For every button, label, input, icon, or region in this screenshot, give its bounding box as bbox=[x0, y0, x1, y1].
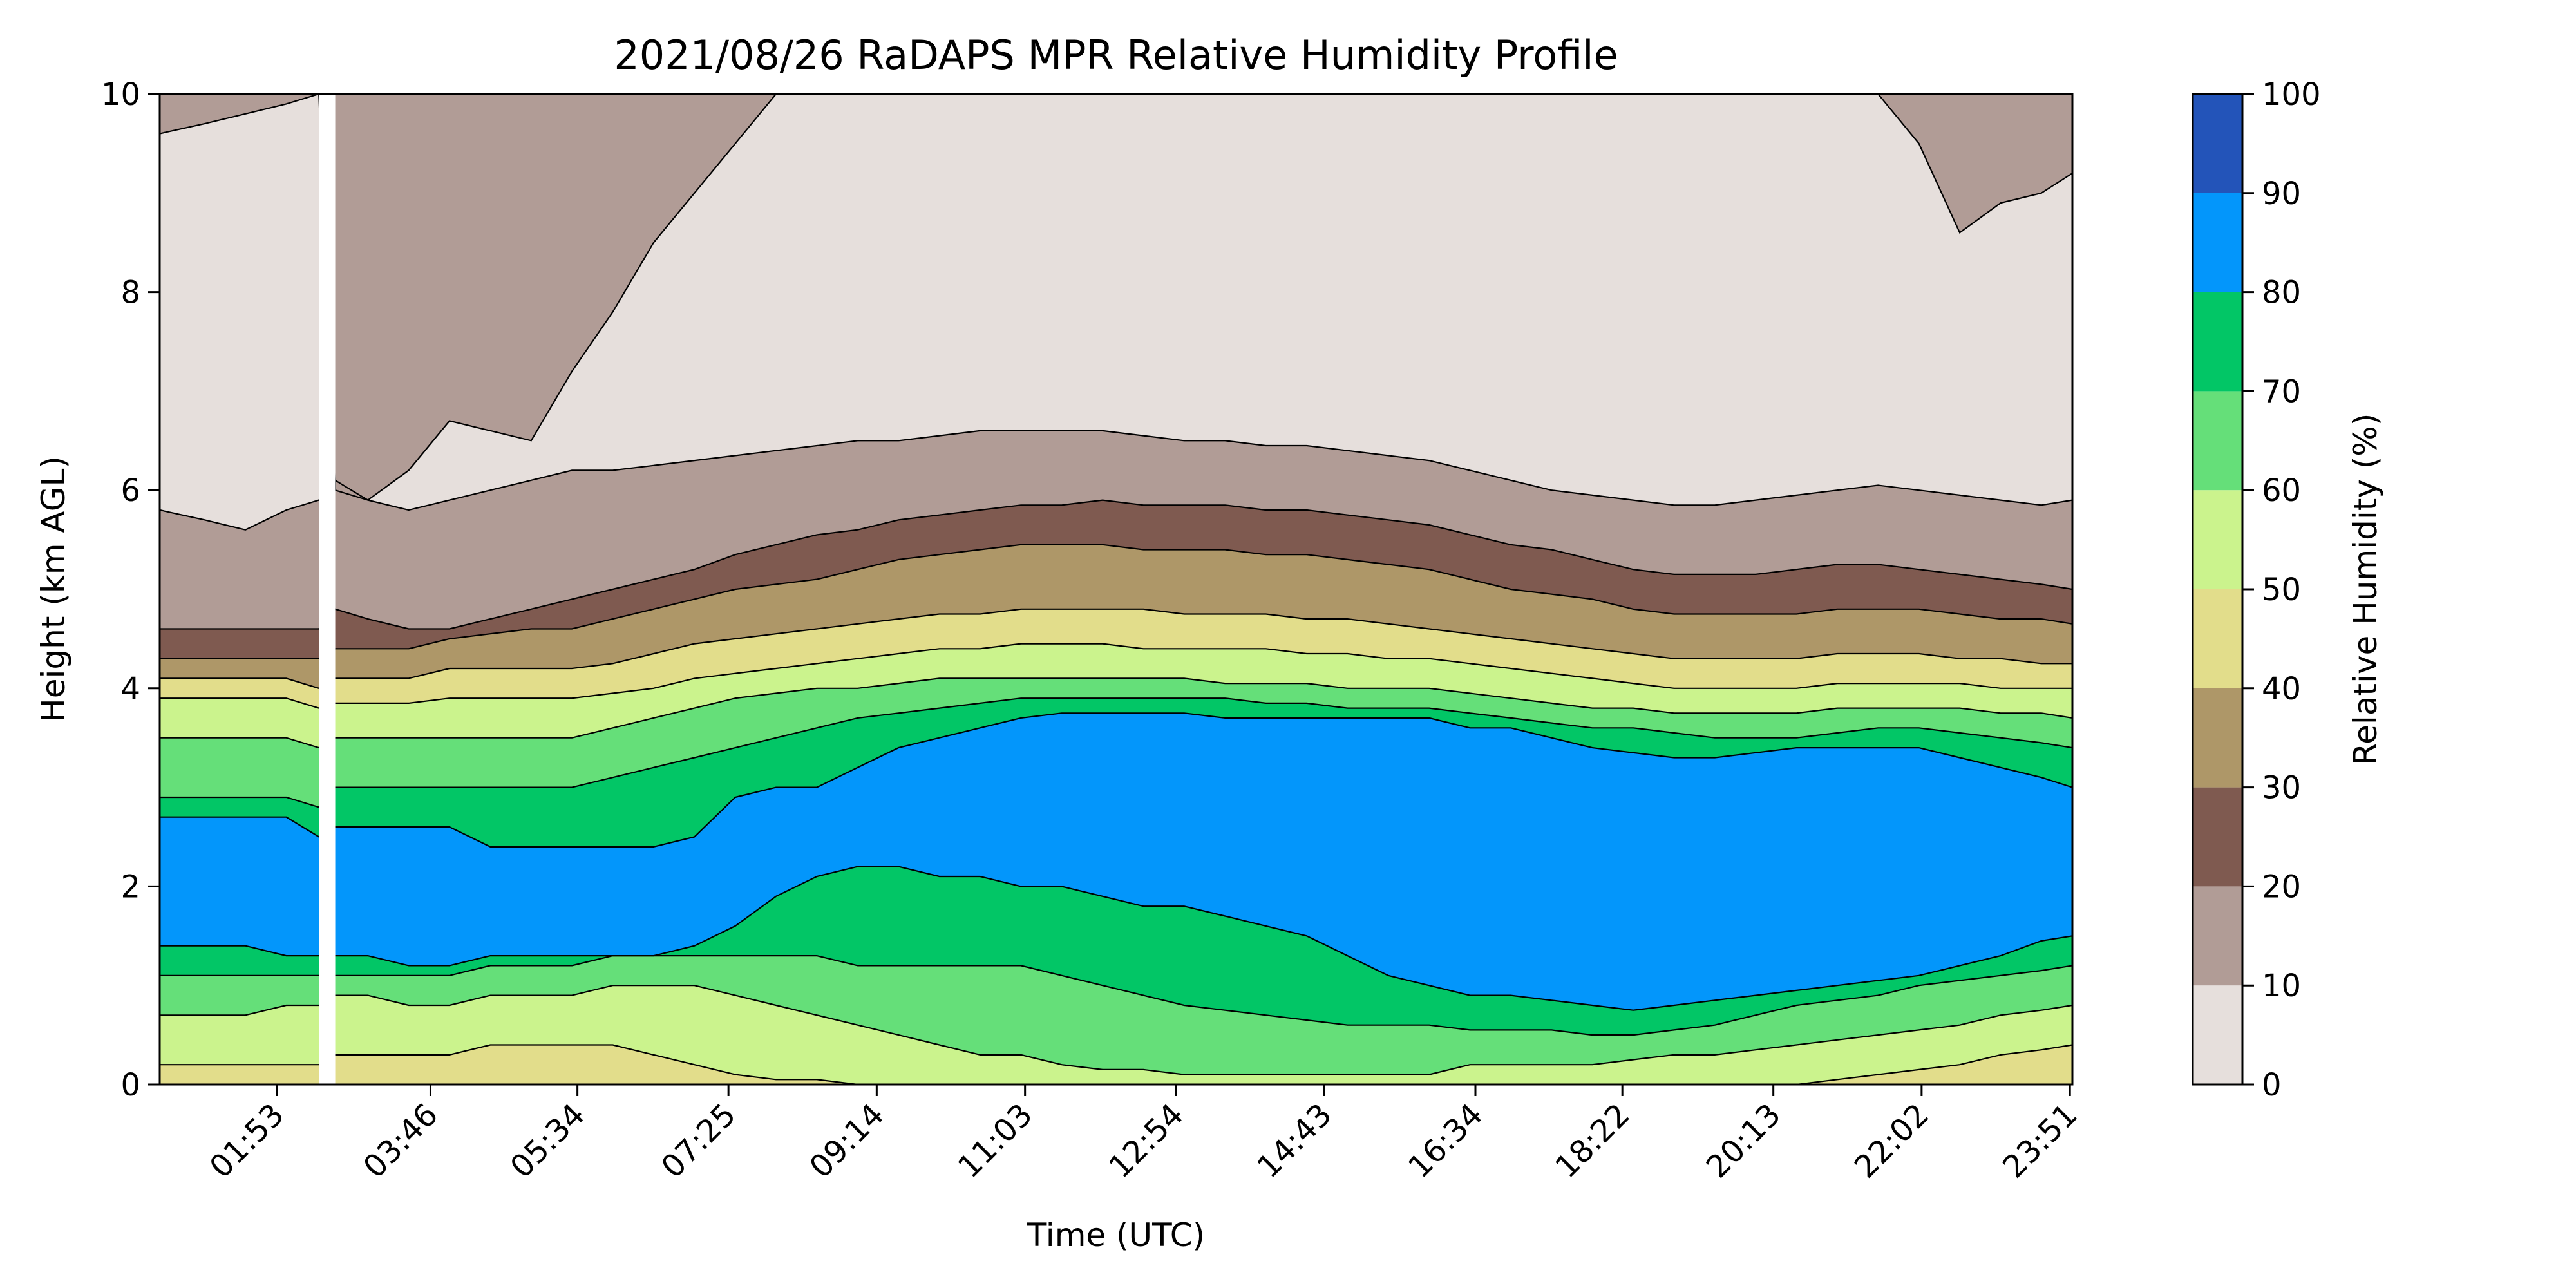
colorbar-band-20 bbox=[2193, 787, 2242, 887]
y-tick-label: 4 bbox=[120, 671, 140, 707]
colorbar-tick-label: 30 bbox=[2262, 770, 2301, 806]
colorbar-tick-label: 60 bbox=[2262, 473, 2301, 509]
x-tick-label: 23:51 bbox=[1996, 1097, 2084, 1185]
y-tick-label: 8 bbox=[120, 275, 140, 311]
contour-line-20-upper bbox=[160, 430, 2072, 531]
y-axis-ticks: 0 2 4 6 8 10 bbox=[101, 77, 160, 1103]
missing-data-gap bbox=[319, 94, 336, 1084]
contour-line-40-upper bbox=[160, 544, 2072, 659]
contour-band-90 bbox=[160, 713, 2072, 1010]
colorbar-band-60 bbox=[2193, 391, 2242, 491]
colorbar-band-80 bbox=[2193, 193, 2242, 292]
y-tick-label: 0 bbox=[120, 1067, 140, 1103]
plot-frame bbox=[158, 93, 2074, 1086]
x-tick-label: 14:43 bbox=[1251, 1097, 1339, 1185]
x-axis-ticks: 01:53 03:46 05:34 07:25 09:14 11:03 12:54 14:43… bbox=[203, 1084, 2085, 1185]
colorbar-tick-label: 10 bbox=[2262, 968, 2301, 1004]
colorbar-band-40 bbox=[2193, 589, 2242, 688]
x-tick-label: 22:02 bbox=[1848, 1097, 1936, 1185]
colorbar-band-30 bbox=[2193, 688, 2242, 788]
colorbar-tick-label: 50 bbox=[2262, 572, 2301, 608]
y-tick-label: 10 bbox=[101, 77, 140, 113]
y-axis-label: Height (km AGL) bbox=[35, 456, 72, 723]
contour-line-layers bbox=[160, 94, 2072, 1084]
x-tick-label: 05:34 bbox=[504, 1097, 592, 1185]
colorbar-label: Relative Humidity (%) bbox=[2347, 413, 2384, 766]
contour-line-10-upper bbox=[160, 94, 2072, 501]
plot-area bbox=[158, 93, 2074, 1086]
contour-line-90-upper bbox=[160, 712, 2072, 848]
colorbar-tick-label: 40 bbox=[2262, 671, 2301, 707]
contour-line-50-upper bbox=[160, 608, 2072, 689]
colorbar-tick-label: 20 bbox=[2262, 869, 2301, 905]
x-tick-label: 03:46 bbox=[357, 1097, 445, 1185]
contour-line-70-upper bbox=[160, 677, 2072, 749]
colorbar-tick-label: 70 bbox=[2262, 374, 2301, 410]
colorbar-ticks: 0 10 20 30 40 50 60 70 80 90 100 bbox=[2242, 77, 2321, 1103]
y-tick-label: 2 bbox=[120, 869, 140, 905]
colorbar-band-0 bbox=[2193, 985, 2242, 1084]
contour-line-80-lower bbox=[160, 955, 2072, 1036]
x-axis-label: Time (UTC) bbox=[1027, 1217, 1205, 1254]
chart-title: 2021/08/26 RaDAPS MPR Relative Humidity … bbox=[614, 32, 1618, 79]
colorbar-tick-label: 100 bbox=[2262, 77, 2321, 113]
colorbar-band-10 bbox=[2193, 886, 2242, 986]
colorbar-tick-label: 80 bbox=[2262, 275, 2301, 311]
x-tick-label: 16:34 bbox=[1401, 1097, 1490, 1185]
contour-line-70-lower bbox=[160, 985, 2072, 1075]
y-tick-label: 6 bbox=[120, 473, 140, 509]
colorbar-band-90 bbox=[2193, 94, 2242, 193]
x-tick-label: 01:53 bbox=[203, 1097, 291, 1185]
colorbar-bands bbox=[2193, 94, 2242, 1084]
contour-line-30-upper bbox=[160, 499, 2072, 630]
x-tick-label: 11:03 bbox=[951, 1097, 1039, 1185]
contour-line-90-lower bbox=[160, 866, 2072, 1011]
x-tick-label: 09:14 bbox=[802, 1097, 891, 1185]
x-tick-label: 18:22 bbox=[1548, 1097, 1636, 1185]
x-tick-label: 20:13 bbox=[1700, 1097, 1788, 1185]
contour-line-60-upper bbox=[160, 643, 2072, 709]
contour-line-60-lower bbox=[160, 1044, 2072, 1084]
colorbar: 0 10 20 30 40 50 60 70 80 90 100 Relative Humidity… bbox=[2192, 77, 2384, 1103]
x-tick-label: 07:25 bbox=[654, 1097, 743, 1185]
contour-line-80-upper bbox=[160, 697, 2072, 808]
colorbar-tick-label: 90 bbox=[2262, 176, 2301, 212]
contour-fill-layers bbox=[160, 94, 2072, 1084]
x-tick-label: 12:54 bbox=[1102, 1097, 1190, 1185]
colorbar-tick-label: 0 bbox=[2262, 1067, 2282, 1103]
colorbar-band-50 bbox=[2193, 490, 2242, 589]
colorbar-band-70 bbox=[2193, 292, 2242, 392]
